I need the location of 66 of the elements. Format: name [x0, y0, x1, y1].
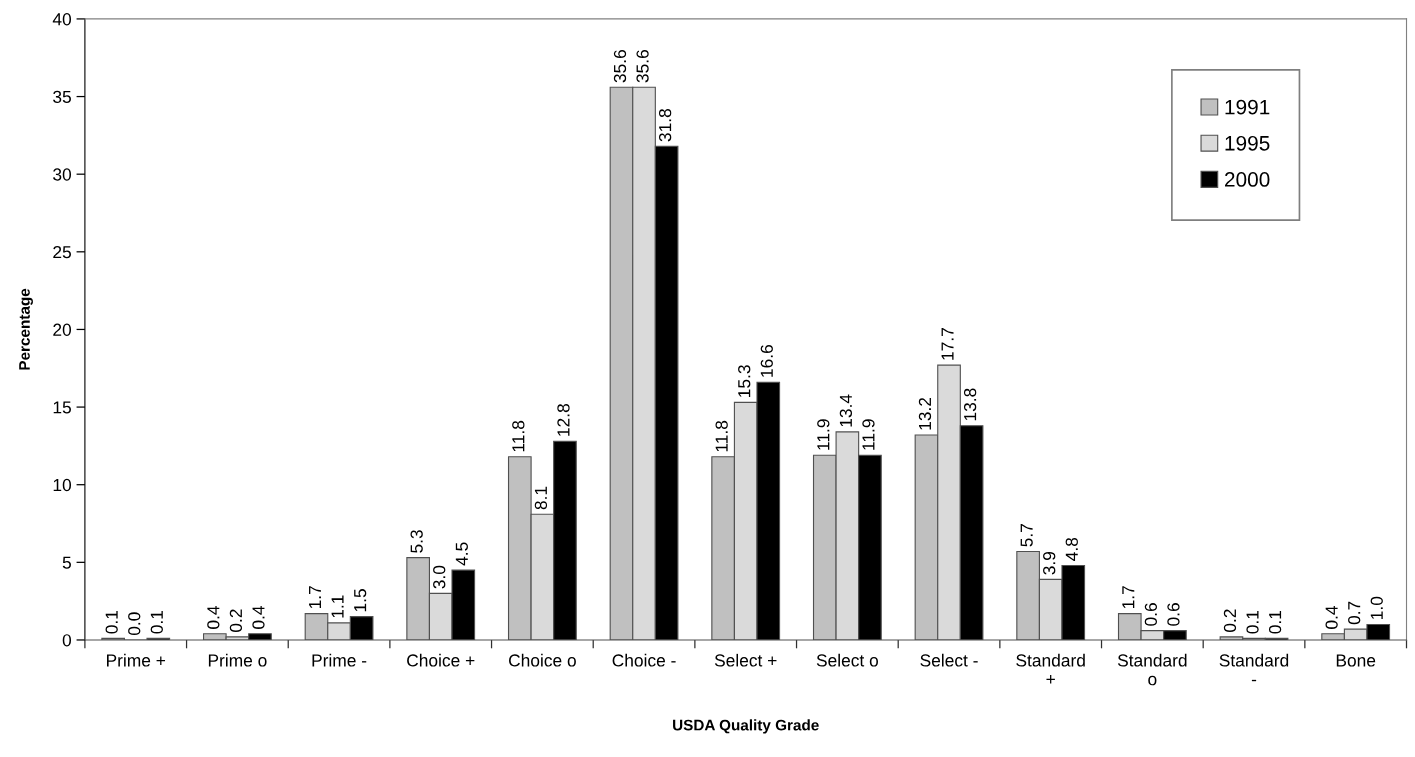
data-label: 0.4	[207, 605, 220, 629]
data-label: 5.3	[410, 530, 423, 553]
y-tick-label: 0	[62, 634, 72, 647]
data-label: 13.2	[918, 397, 932, 430]
data-label: 16.6	[760, 345, 773, 377]
data-label: 0.7	[1348, 601, 1361, 625]
y-tick-label: 25	[53, 245, 71, 259]
data-label: 1.5	[354, 589, 367, 612]
data-label: 1.0	[1370, 596, 1383, 619]
data-label: 15.3	[738, 365, 751, 397]
data-label: 11.9	[862, 419, 875, 450]
y-axis-title: Percentage	[19, 288, 33, 370]
x-tick-label: Select +	[714, 653, 777, 667]
data-label: 0.2	[229, 609, 243, 633]
data-label: 4.8	[1065, 537, 1078, 561]
data-label: 3.9	[1043, 551, 1056, 575]
x-tick-label: Select -	[920, 653, 978, 667]
x-tick-label: Standard -	[1219, 653, 1289, 682]
x-tick-label: Choice o	[509, 653, 576, 667]
y-tick-label: 5	[62, 556, 71, 569]
x-tick-label: Standard o	[1117, 653, 1187, 686]
data-label: 11.8	[715, 420, 728, 452]
y-tick-label: 15	[53, 401, 71, 414]
data-label: 0.1	[105, 610, 118, 634]
data-label: 35.6	[636, 50, 649, 83]
y-tick-label: 40	[52, 13, 72, 26]
data-label: 31.8	[658, 109, 672, 142]
y-tick-label: 20	[53, 323, 72, 336]
data-label: 0.6	[1144, 603, 1158, 626]
data-label: 0.2	[1223, 609, 1237, 633]
legend-label: 1995	[1225, 135, 1270, 151]
y-tick-label: 35	[53, 90, 71, 104]
x-tick-label: Prime +	[107, 653, 166, 667]
data-label: 17.7	[941, 328, 954, 360]
x-tick-label: Prime -	[312, 653, 367, 667]
y-tick-label: 10	[53, 478, 72, 492]
x-tick-label: Standard +	[1016, 653, 1085, 684]
data-label: 0.4	[1325, 605, 1338, 629]
x-axis-title: USDA Quality Grade	[673, 719, 819, 734]
data-label: 0.1	[150, 610, 163, 634]
x-tick-label: Choice +	[407, 653, 475, 667]
x-tick-label: Select o	[816, 653, 879, 667]
data-label: 0.1	[1246, 610, 1259, 634]
data-label: 1.7	[309, 586, 321, 609]
x-tick-label: Bone	[1336, 654, 1376, 667]
data-label: 0.4	[252, 605, 265, 629]
data-label: 11.9	[817, 419, 830, 450]
data-label: 35.6	[613, 50, 627, 83]
data-label: 0.1	[1268, 610, 1282, 634]
data-label: 5.7	[1020, 524, 1033, 547]
data-label: 11.8	[512, 420, 525, 452]
x-tick-label: Choice -	[612, 653, 676, 667]
data-label: 12.8	[557, 404, 570, 436]
data-label: 0.0	[128, 612, 141, 636]
data-label: 8.1	[534, 486, 548, 510]
data-label: 4.5	[455, 542, 468, 566]
legend-label: 1991	[1225, 99, 1270, 115]
data-label: 13.8	[963, 388, 977, 421]
legend-label: 2000	[1225, 172, 1270, 187]
data-label: 1.7	[1122, 586, 1135, 609]
data-label: 1.1	[331, 595, 344, 618]
data-label: 13.4	[839, 394, 853, 427]
y-tick-label: 30	[53, 168, 72, 181]
data-label: 0.6	[1167, 603, 1180, 626]
x-tick-label: Prime o	[208, 653, 267, 667]
data-label: 3.0	[433, 565, 446, 589]
